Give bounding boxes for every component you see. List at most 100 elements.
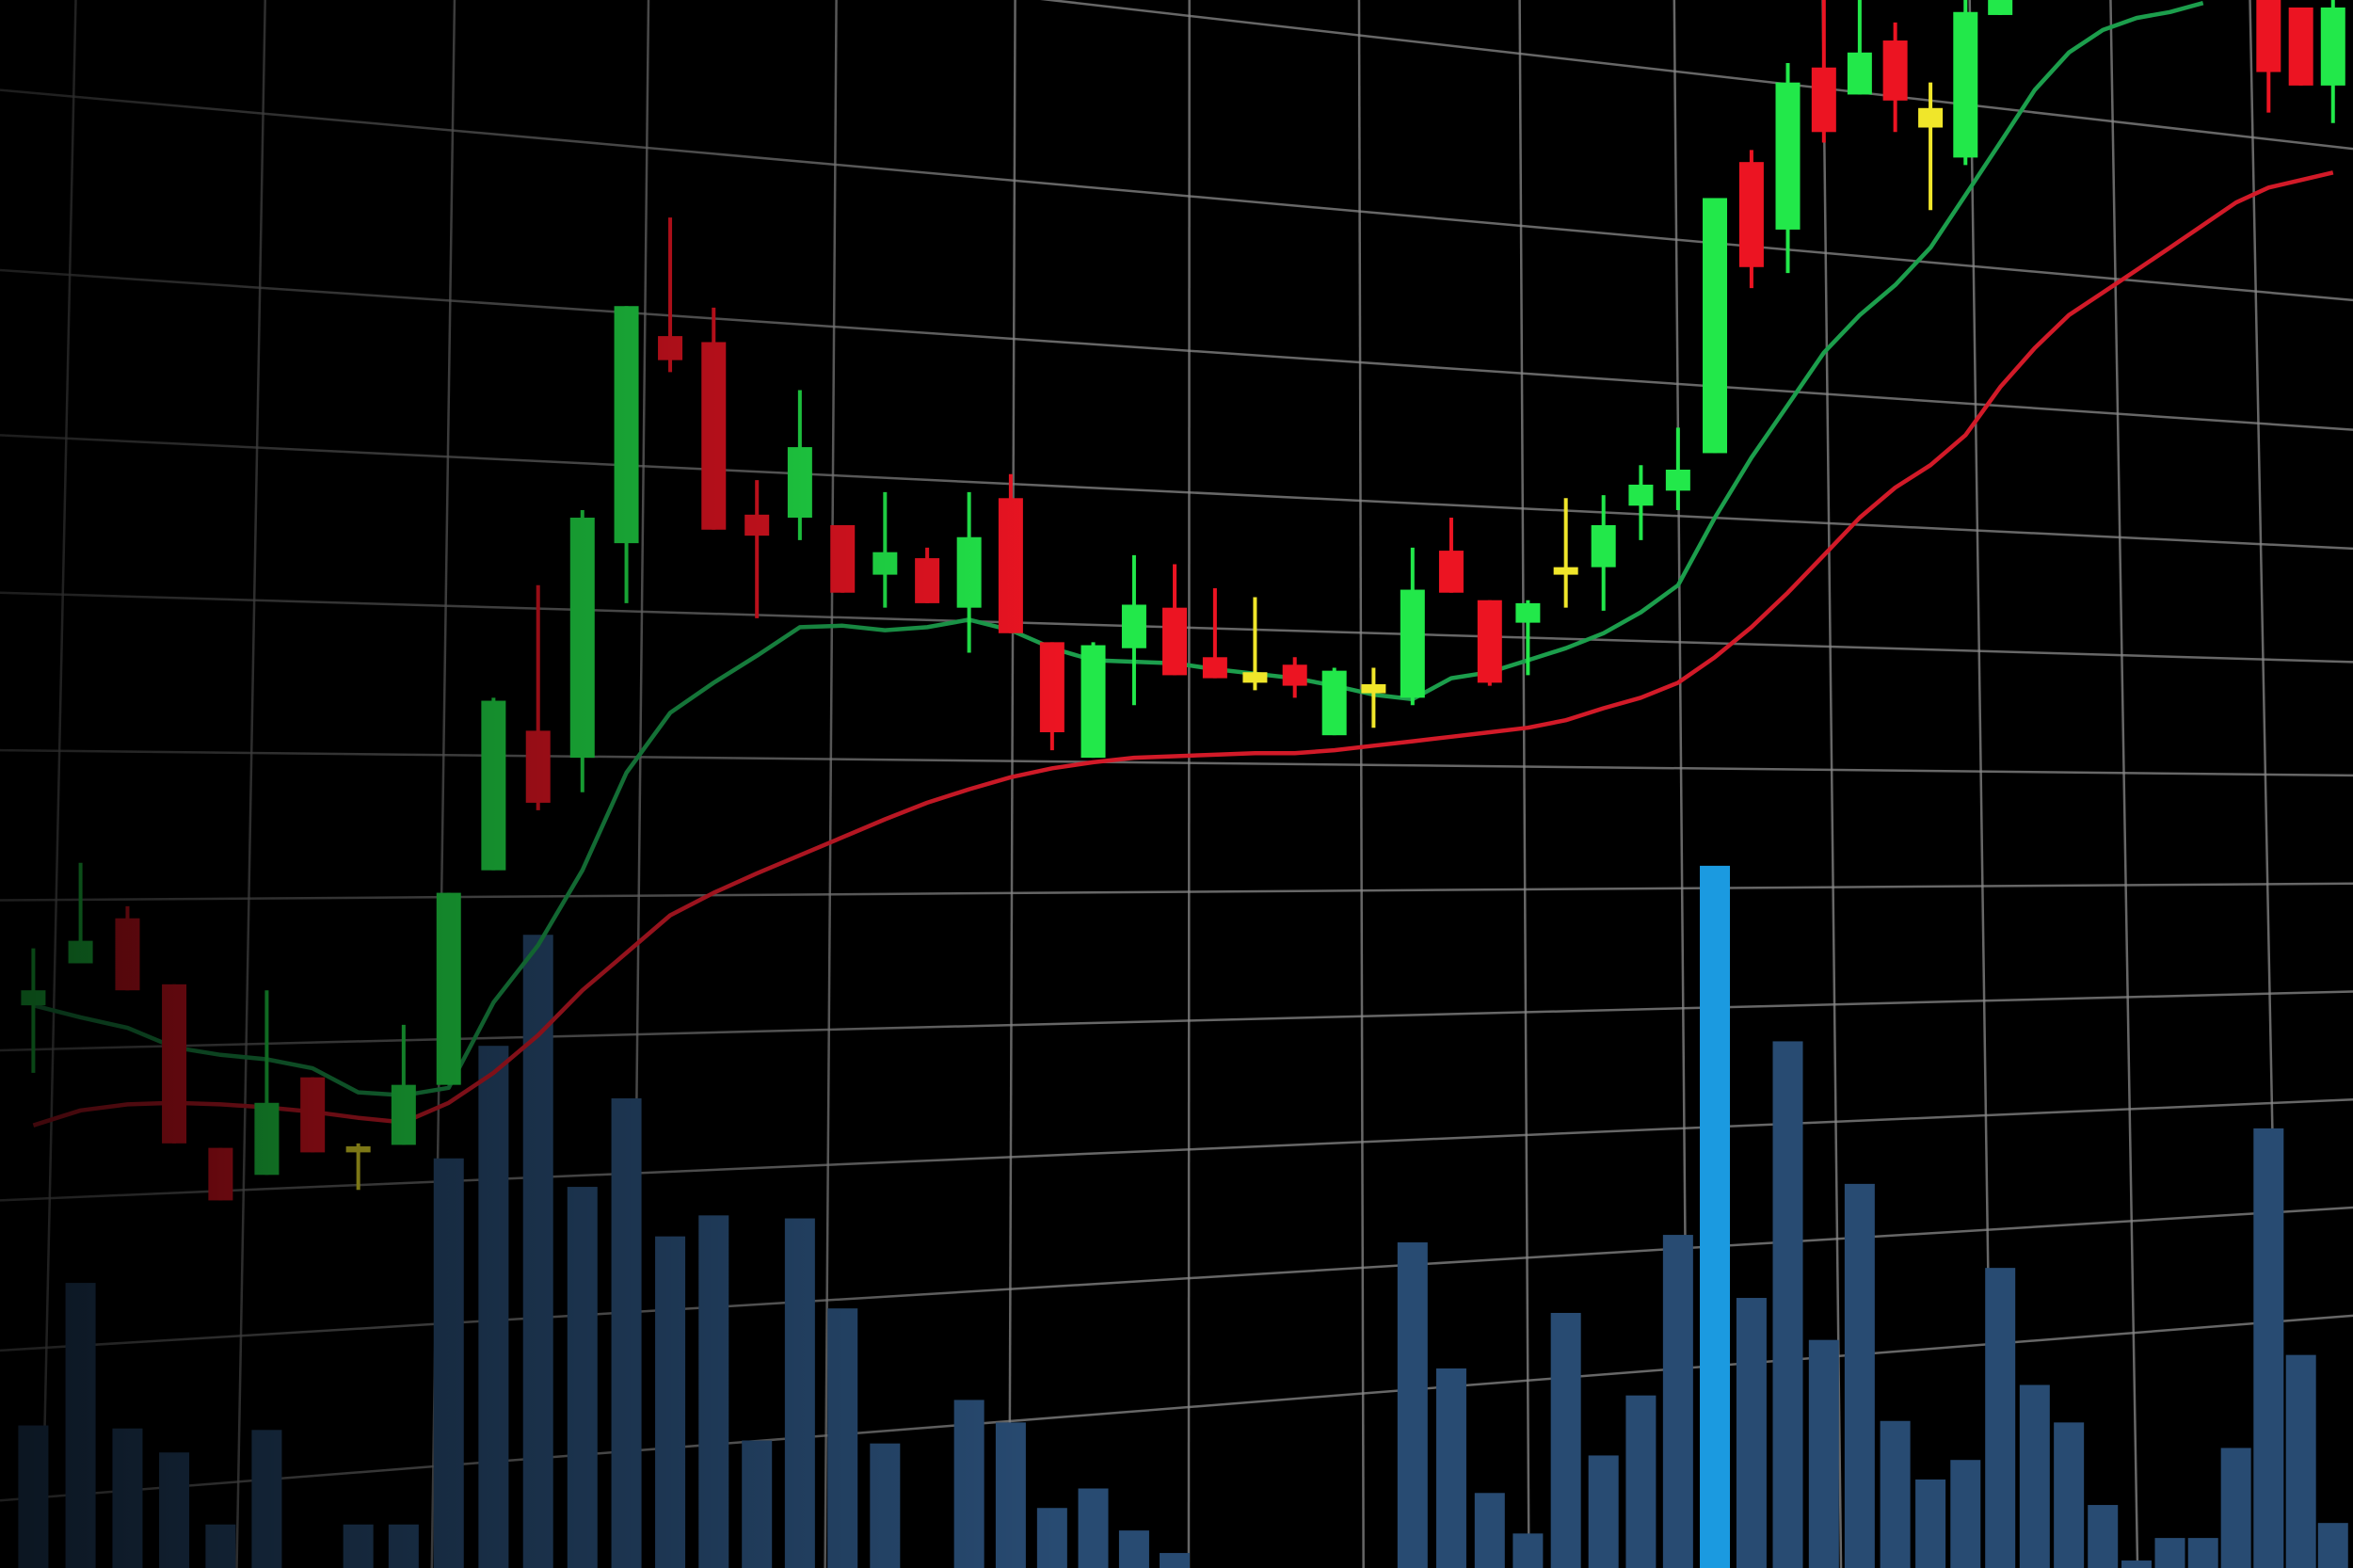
grid-line (1187, 0, 1191, 1568)
volume-bar (1915, 1479, 1946, 1568)
candle-body (1080, 645, 1106, 759)
candle-body (208, 1147, 233, 1201)
volume-bar (205, 1524, 236, 1568)
volume-bar (2285, 1354, 2316, 1568)
volume-bar (2317, 1523, 2348, 1568)
candle-body (1811, 67, 1836, 133)
volume-bar (870, 1443, 901, 1568)
volume-bar (2088, 1505, 2119, 1568)
volume-bar (1036, 1508, 1067, 1568)
candle-body (1515, 602, 1541, 623)
candle-body (569, 518, 595, 759)
volume-bar (1700, 865, 1731, 1568)
volume-bar (2154, 1538, 2185, 1568)
volume-bar (2019, 1384, 2050, 1568)
candle-body (1282, 664, 1307, 686)
volume-bar (611, 1097, 642, 1568)
candle-body (481, 700, 506, 871)
candle-body (1039, 642, 1064, 732)
volume-bar (995, 1422, 1026, 1568)
volume-bar (655, 1236, 686, 1568)
volume-bar (18, 1425, 49, 1568)
volume-bar (953, 1400, 984, 1568)
candle-body (915, 558, 940, 603)
volume-bar (1513, 1533, 1544, 1568)
candle-body (2256, 0, 2281, 72)
candle-body (115, 918, 140, 991)
volume-bar (343, 1524, 374, 1568)
volume-bar (784, 1218, 815, 1568)
candle-body (872, 552, 898, 575)
volume-bar (1772, 1041, 1803, 1568)
volume-bar (742, 1440, 773, 1568)
candle-body (1738, 162, 1764, 267)
candle-body (254, 1102, 280, 1176)
candle-body (744, 514, 770, 536)
volume-bar (1736, 1298, 1767, 1568)
candle-body (1477, 600, 1502, 683)
candle-body (525, 730, 551, 803)
volume-bar (1625, 1395, 1657, 1568)
candle-body (1553, 567, 1578, 575)
volume-bar (2187, 1538, 2218, 1568)
candle-body (2320, 7, 2345, 86)
candle-body (391, 1084, 416, 1145)
candle-body (1665, 470, 1690, 491)
candle-body (956, 536, 982, 608)
candle-body (21, 990, 46, 1006)
volume-bar (1550, 1312, 1581, 1568)
candle-body (787, 447, 812, 519)
candle-body (162, 984, 187, 1144)
candle-body (345, 1146, 371, 1153)
volume-bar (2054, 1422, 2085, 1568)
candle-body (1400, 589, 1425, 698)
candle-body (1703, 198, 1728, 454)
candle-body (1775, 82, 1801, 230)
volume-bar (65, 1283, 96, 1568)
volume-bar (1844, 1183, 1875, 1568)
volume-bar (567, 1187, 598, 1568)
candle-body (68, 940, 93, 964)
candle-body (1321, 670, 1347, 736)
candle-body (1361, 683, 1386, 694)
candle-body (1121, 604, 1146, 648)
volume-bar (1662, 1235, 1693, 1568)
volume-bar (1435, 1368, 1466, 1568)
volume-bar (1078, 1488, 1109, 1568)
candle-body (1628, 484, 1654, 506)
volume-bar (1880, 1420, 1911, 1568)
volume-bar (433, 1158, 464, 1568)
candle-body (701, 342, 727, 530)
candle-body (436, 892, 461, 1085)
volume-bar (827, 1308, 858, 1568)
volume-bar (1588, 1455, 1619, 1568)
candle-body (1438, 551, 1464, 593)
volume-bar (2220, 1448, 2251, 1568)
candle-body (1591, 524, 1616, 568)
candle-body (614, 306, 639, 544)
candle-body (658, 336, 683, 360)
candle-body (300, 1077, 326, 1153)
candle-body (2288, 7, 2313, 86)
volume-bar (388, 1524, 419, 1568)
candle-body (1202, 657, 1227, 679)
volume-bar (698, 1215, 729, 1568)
candle-body (1242, 672, 1268, 683)
volume-bar (1950, 1460, 1981, 1568)
volume-bar (522, 935, 553, 1568)
volume-bar (1808, 1339, 1839, 1568)
volume-bar (1397, 1242, 1428, 1568)
volume-bar (159, 1452, 190, 1568)
volume-bar (1118, 1530, 1149, 1568)
volume-bar (251, 1430, 282, 1568)
candle-body (1988, 0, 2013, 15)
candle-body (998, 498, 1023, 633)
volume-bar (1474, 1493, 1505, 1568)
volume-bar (112, 1428, 143, 1568)
candle-body (1162, 607, 1188, 676)
candle-body (1882, 40, 1908, 101)
candle-body (1847, 52, 1872, 95)
candle-body (1918, 107, 1944, 128)
